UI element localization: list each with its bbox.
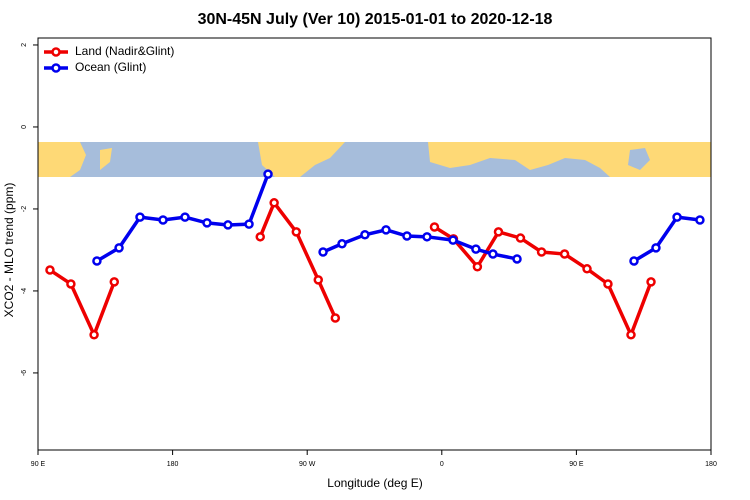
legend-marker <box>51 63 61 73</box>
data-point <box>472 262 483 272</box>
data-point <box>92 256 102 266</box>
data-point <box>313 275 324 285</box>
x-tick-label: 180 <box>167 461 179 468</box>
y-tick-label: 2 <box>21 43 28 47</box>
map-strip <box>38 142 711 177</box>
data-point <box>330 313 341 323</box>
data-point <box>180 212 190 222</box>
data-point <box>223 220 233 230</box>
data-point <box>255 232 265 242</box>
data-point <box>318 247 328 257</box>
legend-label: Ocean (Glint) <box>75 60 146 74</box>
series-line <box>48 199 653 340</box>
data-point <box>45 265 55 275</box>
data-point <box>291 227 302 237</box>
data-point <box>559 249 570 259</box>
data-point <box>515 233 526 243</box>
y-tick-label: 0 <box>21 125 28 129</box>
legend-label: Land (Nadir&Glint) <box>75 44 174 58</box>
x-tick-label: 0 <box>440 461 444 468</box>
data-point <box>429 222 440 232</box>
x-tick-label: 180 <box>705 461 717 468</box>
x-tick-label: 90 E <box>31 461 46 468</box>
map-land <box>100 148 112 170</box>
data-point <box>695 215 705 225</box>
data-point <box>471 244 481 254</box>
data-point <box>651 243 661 253</box>
y-tick-label: -6 <box>21 370 28 376</box>
data-point <box>202 218 212 228</box>
data-point <box>402 231 412 241</box>
y-axis-label: XCO2 - MLO trend (ppm) <box>2 183 16 318</box>
data-point <box>603 279 613 289</box>
data-point <box>244 219 254 229</box>
data-point <box>626 330 636 340</box>
x-tick-label: 90 E <box>569 461 584 468</box>
data-point <box>488 249 498 259</box>
data-point <box>114 243 124 253</box>
y-tick-label: -4 <box>21 288 28 294</box>
data-point <box>646 277 656 287</box>
legend-marker <box>51 47 61 57</box>
data-point <box>109 277 120 287</box>
x-axis-label: Longitude (deg E) <box>327 476 422 490</box>
data-point <box>89 330 99 340</box>
map-land <box>38 142 86 177</box>
data-point <box>536 247 547 257</box>
data-point <box>582 264 592 274</box>
data-point <box>158 215 168 225</box>
plot-frame <box>37 37 712 451</box>
data-point <box>135 212 145 222</box>
data-point <box>269 198 279 208</box>
y-tick-label: -2 <box>21 206 28 212</box>
data-point <box>337 239 347 249</box>
data-point <box>672 212 682 222</box>
data-point <box>360 230 370 240</box>
data-point <box>448 235 458 245</box>
data-point <box>493 227 504 237</box>
map-land <box>258 142 345 177</box>
data-point <box>263 169 273 179</box>
data-point <box>629 256 639 266</box>
data-point <box>381 225 391 235</box>
chart-title: 30N-45N July (Ver 10) 2015-01-01 to 2020… <box>198 11 553 28</box>
x-tick-label: 90 W <box>299 461 316 468</box>
data-point <box>422 232 432 242</box>
map-sea <box>628 148 650 170</box>
data-point <box>512 254 522 264</box>
data-point <box>66 279 76 289</box>
